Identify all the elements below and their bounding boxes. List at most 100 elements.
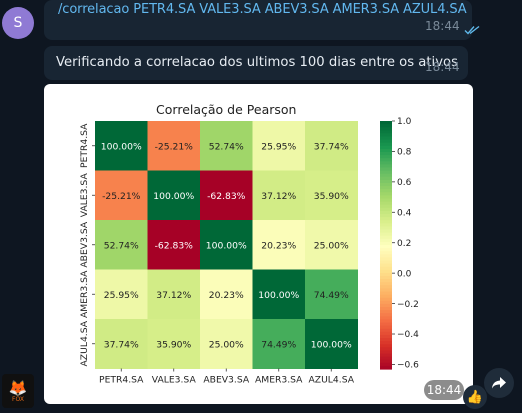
- colorbar-segment: [380, 288, 392, 293]
- cell-value-label: -25.21%: [102, 191, 141, 202]
- colorbar-segment: [380, 251, 392, 255]
- colorbar-segment: [380, 322, 392, 327]
- colorbar-segment: [380, 195, 392, 200]
- colorbar-segment: [380, 232, 392, 237]
- colorbar-segment: [380, 328, 392, 333]
- command-text[interactable]: /correlacao PETR4.SA VALE3.SA ABEV3.SA A…: [58, 2, 467, 17]
- heatmap-cell: [200, 269, 253, 320]
- chart-title: Correlação de Pearson: [156, 102, 296, 117]
- command-message-bubble[interactable]: /correlacao PETR4.SA VALE3.SA ABEV3.SA A…: [44, 0, 480, 40]
- cell-value-label: -62.83%: [155, 240, 194, 251]
- cell-value-label: 25.95%: [104, 290, 139, 301]
- cell-value-label: 25.00%: [314, 240, 349, 251]
- colorbar-segment: [380, 223, 392, 227]
- heatmap-cell: [147, 319, 201, 369]
- y-tick-label: AZUL4.SA: [79, 320, 90, 366]
- reply-message-bubble[interactable]: Verificando a correlacao dos ultimos 100…: [44, 46, 468, 80]
- heatmap-image-message[interactable]: Correlação de Pearson 100.00% -25.21% 52.74…: [44, 84, 473, 404]
- heatmap-cell: [252, 121, 306, 171]
- colorbar-segment: [380, 148, 392, 153]
- cell-value-label: 100.00%: [101, 141, 142, 152]
- y-tick-label: PETR4.SA: [79, 123, 90, 168]
- colorbar-segment: [380, 155, 392, 159]
- heatmap-cell: [95, 170, 148, 221]
- colorbar-segment: [380, 263, 392, 268]
- cell-value-label: -62.83%: [207, 191, 246, 202]
- cell-value-label: 20.23%: [261, 240, 296, 251]
- cell-value-label: 20.23%: [209, 290, 244, 301]
- colorbar-segment: [380, 260, 392, 265]
- colorbar-segment: [380, 353, 392, 358]
- cell-value-label: 25.95%: [261, 141, 296, 152]
- colorbar-tick-label: −0.4: [397, 330, 419, 340]
- heatmap-cell: [200, 170, 253, 221]
- colorbar-segment: [380, 192, 392, 196]
- x-tick-label: VALE3.SA: [152, 375, 197, 386]
- colorbar-tick-label: 1.0: [397, 117, 412, 127]
- colorbar-segment: [380, 152, 392, 156]
- colorbar-tick-label: −0.2: [397, 300, 419, 310]
- share-arrow-icon[interactable]: [484, 368, 514, 398]
- colorbar-segment: [380, 325, 392, 330]
- cell-value-label: 52.74%: [104, 240, 139, 251]
- heatmap-cell: [200, 121, 253, 171]
- heatmap-cell: [95, 121, 148, 171]
- sender-avatar[interactable]: S: [2, 7, 34, 39]
- colorbar-segment: [380, 207, 392, 212]
- colorbar-segment: [380, 279, 392, 283]
- x-tick-label: ABEV3.SA: [203, 375, 249, 386]
- colorbar-segment: [380, 133, 392, 138]
- colorbar-segment: [380, 183, 392, 187]
- colorbar-segment: [380, 139, 392, 144]
- colorbar-segment: [380, 316, 392, 320]
- correlation-heatmap: Correlação de Pearson 100.00% -25.21% 52.74…: [79, 102, 419, 386]
- double-check-icon: [464, 20, 480, 39]
- heatmap-cell: [147, 170, 201, 221]
- sender-logo[interactable]: 🦊 FOX: [2, 374, 34, 408]
- heatmap-cell: [305, 220, 358, 270]
- colorbar-segment: [380, 241, 392, 246]
- heatmap-cell: [252, 220, 306, 270]
- heatmap-cell: [200, 220, 253, 270]
- colorbar-segment: [380, 331, 392, 336]
- colorbar-segment: [380, 121, 392, 125]
- colorbar-segment: [380, 142, 392, 147]
- colorbar-segment: [380, 217, 392, 221]
- x-tick-label: AZUL4.SA: [309, 375, 355, 386]
- colorbar-segment: [380, 170, 392, 175]
- colorbar-segment: [380, 257, 392, 262]
- colorbar-segment: [380, 276, 392, 280]
- colorbar-segment: [380, 344, 392, 348]
- colorbar-segment: [380, 266, 392, 271]
- cell-value-label: 35.90%: [156, 339, 191, 350]
- colorbar-segment: [380, 220, 392, 224]
- colorbar-segment: [380, 307, 392, 311]
- image-time-badge: 18:44: [424, 380, 464, 400]
- colorbar-segment: [380, 127, 392, 131]
- colorbar-segment: [380, 226, 392, 231]
- colorbar-segment: [380, 235, 392, 240]
- message-time: 18:44: [425, 60, 460, 74]
- colorbar-segment: [380, 161, 392, 165]
- colorbar-tick-label: 0.4: [397, 208, 412, 218]
- cell-value-label: 74.49%: [314, 290, 349, 301]
- colorbar-segment: [380, 285, 392, 289]
- colorbar-segment: [380, 356, 392, 361]
- colorbar-segment: [380, 136, 392, 141]
- colorbar-segment: [380, 179, 392, 184]
- cell-value-label: 37.74%: [314, 141, 349, 152]
- colorbar-segment: [380, 291, 392, 296]
- colorbar-segment: [380, 238, 392, 243]
- colorbar-segment: [380, 341, 392, 345]
- heatmap-cell: [147, 121, 201, 171]
- colorbar-segment: [380, 204, 392, 209]
- x-tick-label: AMER3.SA: [255, 375, 303, 386]
- cell-value-label: 74.49%: [261, 339, 296, 350]
- logo-text: FOX: [12, 395, 24, 403]
- colorbar-segment: [380, 310, 392, 314]
- thumbs-up-reaction[interactable]: 👍: [463, 385, 487, 409]
- heatmap-cell: [200, 319, 253, 369]
- reply-text: Verificando a correlacao dos ultimos 100…: [56, 55, 458, 70]
- colorbar-segment: [380, 245, 392, 249]
- heatmap-cell: [252, 319, 306, 369]
